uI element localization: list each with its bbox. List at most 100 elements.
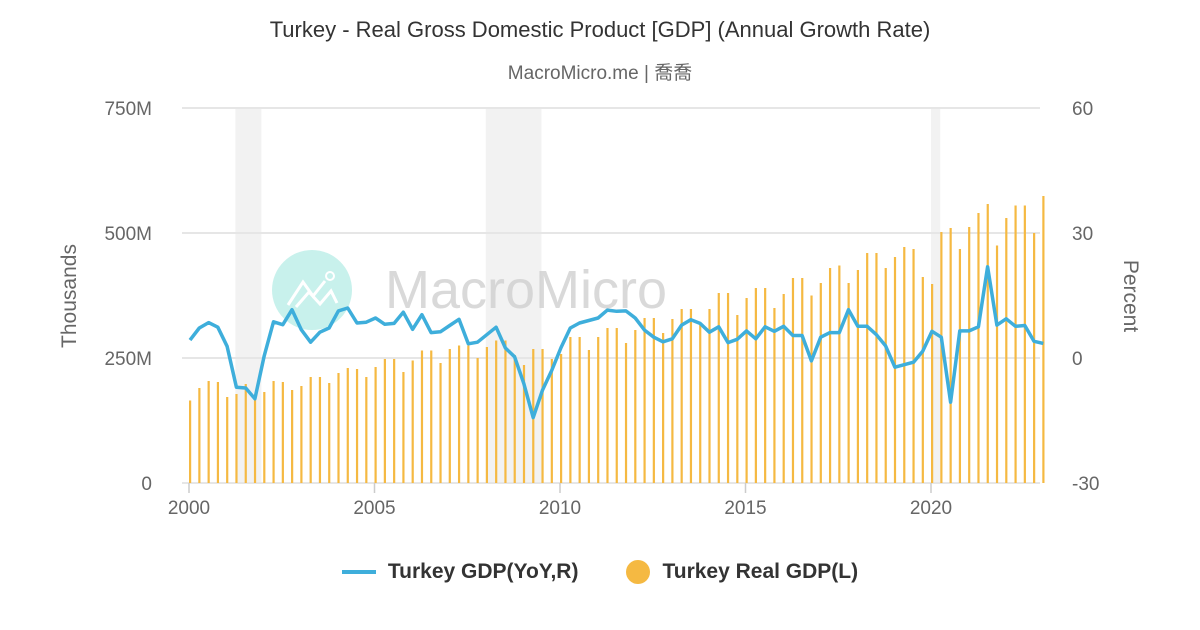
line-series-gdp-yoy[interactable] <box>188 265 1044 420</box>
bar[interactable] <box>671 319 674 483</box>
bar[interactable] <box>652 318 655 483</box>
bar[interactable] <box>801 278 804 483</box>
legend-item-gdp-yoy[interactable]: Turkey GDP(YoY,R) <box>341 560 578 584</box>
bar[interactable] <box>940 232 943 483</box>
bar[interactable] <box>1033 233 1036 483</box>
bar[interactable] <box>634 330 637 483</box>
bar[interactable] <box>745 298 748 483</box>
bar[interactable] <box>291 390 294 483</box>
bar[interactable] <box>624 343 628 483</box>
bar[interactable] <box>513 355 516 483</box>
bar[interactable] <box>560 354 563 483</box>
bar[interactable] <box>318 377 322 483</box>
bar[interactable] <box>300 386 303 483</box>
bar[interactable] <box>856 270 859 483</box>
bar[interactable] <box>615 328 618 483</box>
bar[interactable] <box>216 382 220 483</box>
bar[interactable] <box>485 347 488 483</box>
bar[interactable] <box>457 345 461 484</box>
bar[interactable] <box>420 350 424 484</box>
bar[interactable] <box>1042 196 1045 483</box>
bar[interactable] <box>1014 205 1017 484</box>
bar[interactable] <box>754 288 757 483</box>
bar[interactable] <box>550 359 553 483</box>
bar[interactable] <box>587 350 591 483</box>
bar[interactable] <box>875 253 878 483</box>
bar[interactable] <box>782 294 785 483</box>
bar[interactable] <box>309 377 312 483</box>
bar[interactable] <box>968 227 971 483</box>
bar[interactable] <box>244 384 247 483</box>
bar[interactable] <box>522 365 526 483</box>
bar[interactable] <box>810 295 813 484</box>
bar[interactable] <box>365 377 368 483</box>
bar[interactable] <box>773 308 776 483</box>
bar[interactable] <box>504 340 507 484</box>
bar[interactable] <box>838 265 841 484</box>
bar[interactable] <box>578 337 581 483</box>
bar[interactable] <box>235 394 238 483</box>
bar[interactable] <box>226 397 229 483</box>
legend-item-real-gdp[interactable]: Turkey Real GDP(L) <box>626 560 858 584</box>
bar[interactable] <box>411 360 414 484</box>
bar[interactable] <box>281 382 284 483</box>
bar[interactable] <box>374 367 377 483</box>
bar[interactable] <box>726 293 730 483</box>
bar[interactable] <box>736 315 739 483</box>
bar[interactable] <box>541 349 544 483</box>
bar[interactable] <box>606 328 609 483</box>
bar[interactable] <box>847 283 850 483</box>
bar[interactable] <box>958 249 962 483</box>
bar[interactable] <box>569 337 572 483</box>
bar[interactable] <box>198 388 201 483</box>
bar[interactable] <box>346 368 349 483</box>
bar[interactable] <box>931 284 934 483</box>
bar[interactable] <box>893 257 897 483</box>
bar[interactable] <box>467 345 470 484</box>
bar[interactable] <box>662 333 665 483</box>
chart-title: Turkey - Real Gross Domestic Product [GD… <box>269 17 931 42</box>
bar[interactable] <box>819 283 822 483</box>
bar[interactable] <box>791 278 795 483</box>
bar[interactable] <box>430 350 433 484</box>
bar[interactable] <box>699 323 702 483</box>
bar-series-real-gdp[interactable] <box>189 196 1045 483</box>
bar[interactable] <box>986 204 989 483</box>
bar[interactable] <box>189 400 192 484</box>
bar[interactable] <box>448 349 451 483</box>
bar[interactable] <box>393 359 396 483</box>
bar[interactable] <box>866 253 869 483</box>
bar[interactable] <box>1023 205 1026 484</box>
bar[interactable] <box>949 228 952 483</box>
legend: Turkey GDP(YoY,R) Turkey Real GDP(L) <box>0 560 1200 584</box>
bar[interactable] <box>689 309 693 483</box>
bar[interactable] <box>884 268 887 483</box>
bar[interactable] <box>439 363 442 483</box>
x-tick-label: 2015 <box>724 498 766 519</box>
bar[interactable] <box>717 293 720 483</box>
bar[interactable] <box>680 309 683 483</box>
bar[interactable] <box>355 369 359 483</box>
bar[interactable] <box>272 381 275 483</box>
bar[interactable] <box>383 359 386 483</box>
bar[interactable] <box>995 245 999 484</box>
bar[interactable] <box>402 372 405 483</box>
bar[interactable] <box>328 383 331 483</box>
bar[interactable] <box>643 318 646 483</box>
y-left-tick-label: 750M <box>104 99 152 120</box>
bar[interactable] <box>495 340 498 484</box>
bar[interactable] <box>708 309 711 483</box>
bar[interactable] <box>764 288 767 483</box>
bar[interactable] <box>337 373 340 483</box>
bar[interactable] <box>977 213 980 483</box>
bar[interactable] <box>828 268 832 483</box>
bar[interactable] <box>921 277 924 483</box>
bar[interactable] <box>1005 218 1008 483</box>
bar[interactable] <box>597 337 600 483</box>
bar[interactable] <box>263 392 266 483</box>
bar[interactable] <box>476 358 479 483</box>
bar[interactable] <box>912 249 915 483</box>
bar[interactable] <box>207 381 210 483</box>
bar[interactable] <box>253 399 257 483</box>
